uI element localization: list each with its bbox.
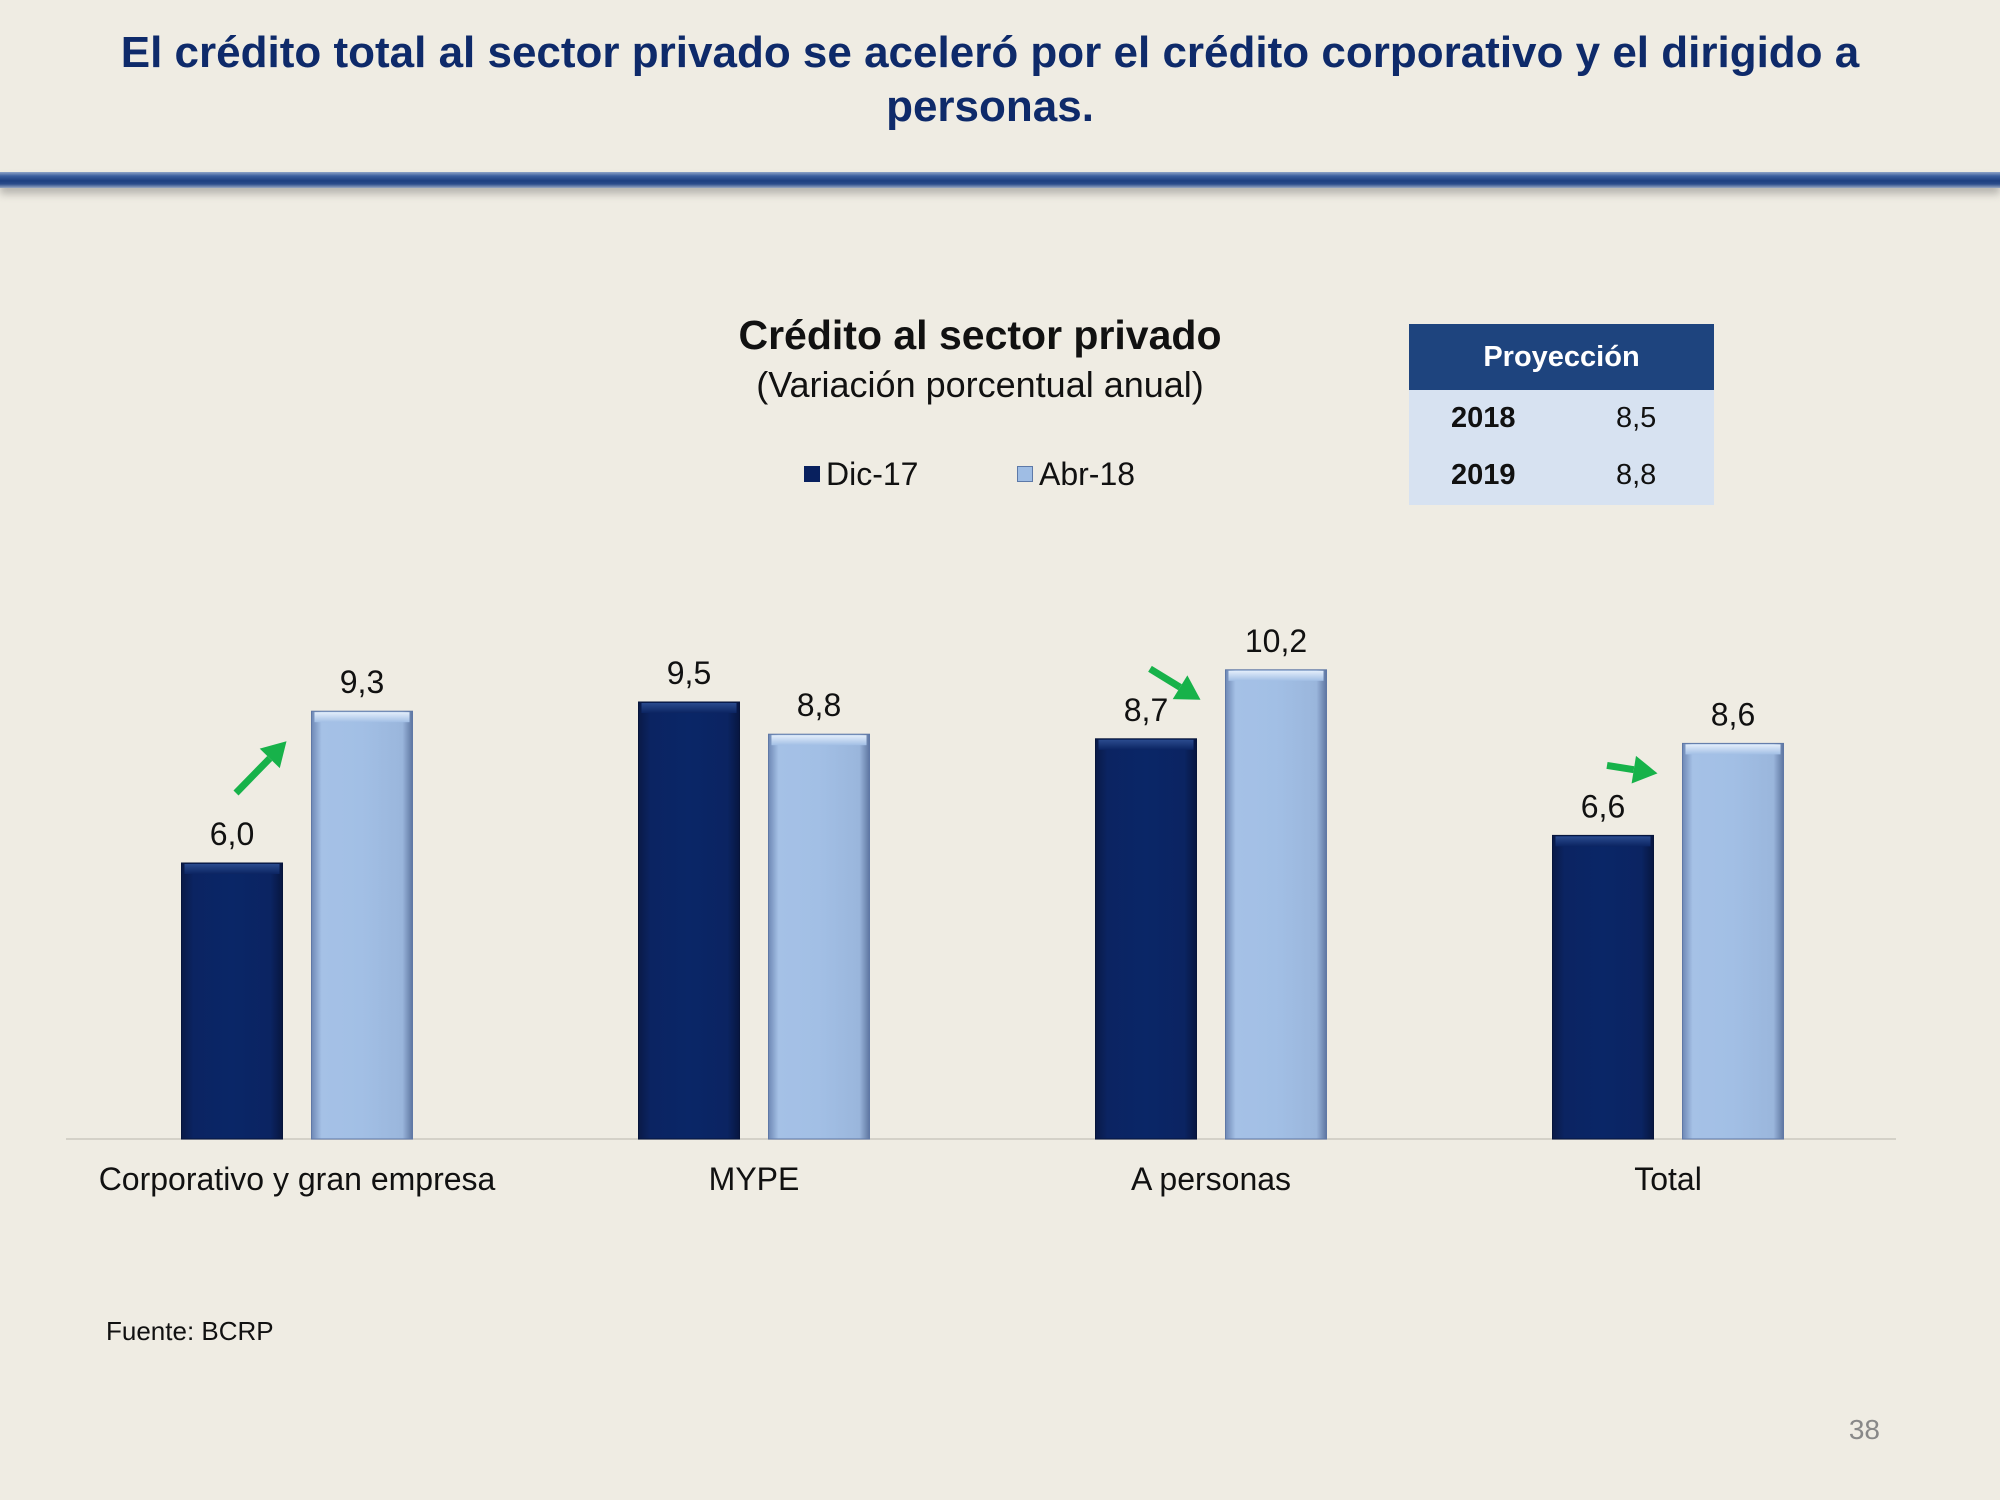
bar <box>181 862 283 1140</box>
arrow-head <box>1172 675 1201 700</box>
projection-header: Proyección <box>1409 324 1714 390</box>
slide-title: El crédito total al sector privado se ac… <box>120 28 1860 131</box>
bar <box>1682 742 1784 1140</box>
data-label: 6,0 <box>210 816 254 852</box>
legend-item-dic17: Dic-17 <box>804 454 918 494</box>
projection-table: Proyección 2018 8,5 2019 8,8 <box>1409 324 1714 505</box>
bar <box>638 701 740 1140</box>
x-tick-label: A personas <box>1131 1161 1291 1197</box>
source-note: Fuente: BCRP <box>106 1316 274 1346</box>
arrow-head <box>259 741 287 769</box>
data-label: 10,2 <box>1245 623 1307 659</box>
page-number: 38 <box>1848 1414 1880 1445</box>
chart-title: Crédito al sector privado <box>738 312 1222 358</box>
data-label: 8,7 <box>1124 692 1168 728</box>
projection-value: 8,5 <box>1616 402 1657 434</box>
bar <box>1552 834 1654 1140</box>
data-label: 8,8 <box>797 687 841 723</box>
increase-arrow-icon <box>1606 755 1658 784</box>
increase-arrow-icon <box>1148 665 1201 700</box>
chart-subtitle: (Variación porcentual anual) <box>756 364 1204 405</box>
arrow-shaft <box>1148 665 1182 691</box>
projection-year: 2019 <box>1451 459 1516 491</box>
arrow-shaft <box>1606 761 1635 774</box>
legend-swatch-light <box>1017 466 1033 482</box>
data-label: 6,6 <box>1581 788 1625 824</box>
data-label: 8,6 <box>1711 696 1755 732</box>
legend-item-abr18: Abr-18 <box>1017 454 1135 494</box>
bar <box>1225 669 1327 1140</box>
bar-highlight <box>314 712 410 723</box>
bar-highlight <box>1555 836 1651 847</box>
bar <box>768 733 870 1140</box>
bar <box>311 710 413 1140</box>
bar-highlight <box>1685 744 1781 755</box>
arrow-head <box>1631 755 1658 784</box>
projection-year: 2018 <box>1451 402 1516 434</box>
data-label: 9,5 <box>667 655 711 691</box>
data-label: 9,3 <box>340 664 384 700</box>
bar-highlight <box>641 703 737 713</box>
arrow-shaft <box>233 755 273 796</box>
bar-highlight <box>1228 670 1324 681</box>
projection-value: 8,8 <box>1616 459 1657 491</box>
bar-highlight <box>184 864 280 874</box>
projection-row-2018: 2018 8,5 <box>1409 390 1714 447</box>
legend-swatch-dark <box>804 466 820 482</box>
x-tick-label: Corporativo y gran empresa <box>99 1161 496 1197</box>
legend-label-dic17: Dic-17 <box>826 455 919 492</box>
legend-label-abr18: Abr-18 <box>1039 455 1136 492</box>
title-divider <box>0 172 2000 188</box>
bar-highlight <box>1098 739 1194 750</box>
projection-row-2019: 2019 8,8 <box>1409 447 1714 504</box>
increase-arrow-icon <box>233 741 287 796</box>
x-tick-label: Total <box>1634 1161 1702 1197</box>
bar <box>1095 738 1197 1140</box>
bar-highlight <box>771 735 867 746</box>
x-tick-label: MYPE <box>709 1161 800 1197</box>
